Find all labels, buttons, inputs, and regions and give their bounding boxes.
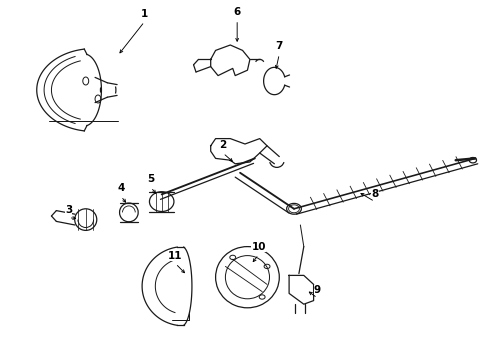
Text: 6: 6 xyxy=(234,7,241,17)
Polygon shape xyxy=(211,45,250,76)
Text: 11: 11 xyxy=(168,251,183,261)
Text: 5: 5 xyxy=(147,174,154,184)
Text: 8: 8 xyxy=(371,189,378,199)
Polygon shape xyxy=(211,139,267,164)
Text: 10: 10 xyxy=(251,242,266,252)
Text: 2: 2 xyxy=(220,140,226,150)
Text: 7: 7 xyxy=(275,41,283,51)
Text: 1: 1 xyxy=(141,9,148,19)
Polygon shape xyxy=(289,275,314,304)
Text: 3: 3 xyxy=(65,205,72,215)
Text: 4: 4 xyxy=(117,183,125,193)
Text: 9: 9 xyxy=(314,285,321,295)
